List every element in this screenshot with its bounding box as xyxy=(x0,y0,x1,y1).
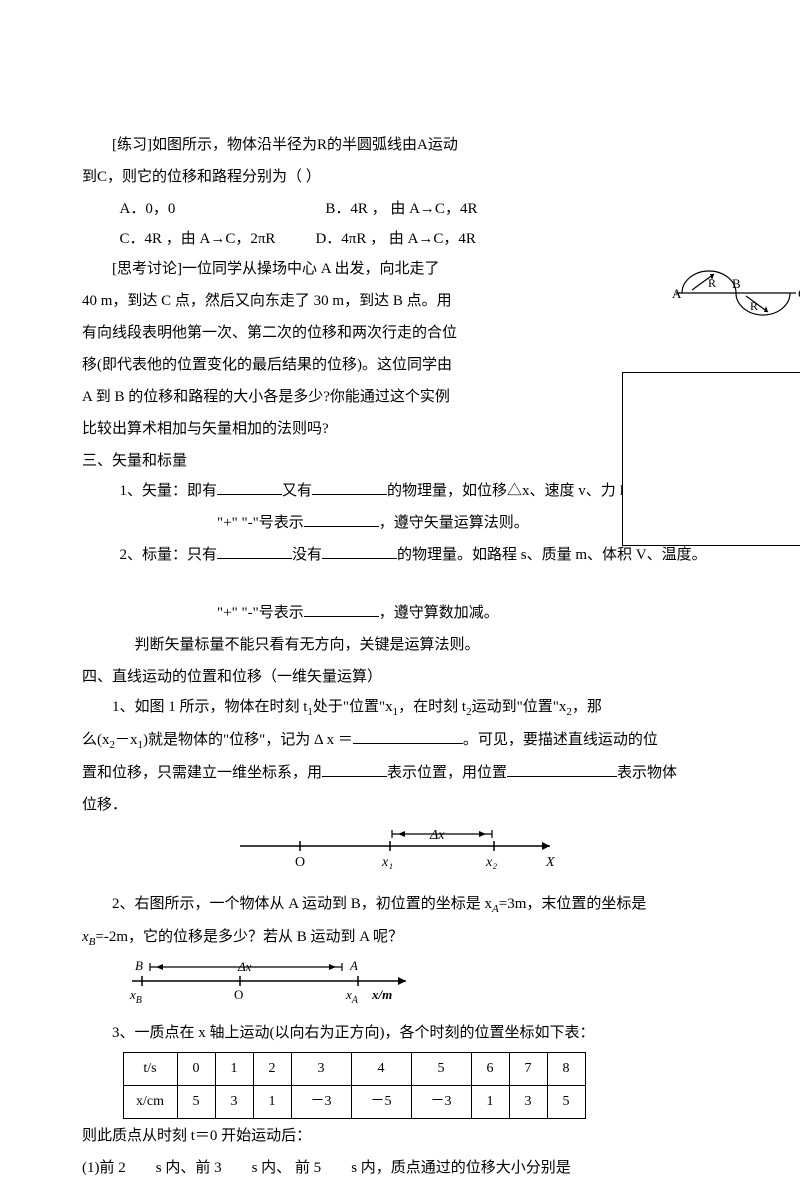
svg-text:X: X xyxy=(545,855,555,870)
s4-p1f: 表示物体 xyxy=(617,765,677,781)
svg-text:Δx: Δx xyxy=(237,959,252,974)
s4-p2b: =3m，末位置的坐标是 xyxy=(499,896,647,912)
s3-judge: 判断矢量标量不能只看有无方向，关键是运算法则。 xyxy=(82,630,718,660)
arc-label-a: A xyxy=(672,286,682,301)
s4-p1b: 么(x xyxy=(82,732,110,748)
s3-item1-a: 1、矢量：即有 xyxy=(120,483,218,499)
s3-item2-c: 的物理量。如路程 s、质量 m、体积 V、温度。 xyxy=(397,547,707,563)
table-cell: 5 xyxy=(177,1086,215,1119)
svg-text:A: A xyxy=(349,958,358,973)
after-l2c: s 内、 前 5 xyxy=(252,1160,322,1176)
arc-label-b: B xyxy=(732,276,741,291)
exercise1-line2: 到C，则它的位移和路程分别为（ ） xyxy=(82,162,718,192)
s3-item1-c: 的物理量，如位移△x、速度 v、力 F。 xyxy=(387,483,643,499)
table-cell: 6 xyxy=(471,1053,509,1086)
table-cell: 1 xyxy=(215,1053,253,1086)
opt-d: D．4πR ， 由 A→C，4R xyxy=(315,224,476,254)
svg-text:xB: xB xyxy=(129,987,142,1005)
s4-p1a4: 运动到"位置"x xyxy=(472,699,567,715)
table-cell: 5 xyxy=(411,1053,471,1086)
svg-text:Δx: Δx xyxy=(429,828,445,843)
s4-p3: 3、一质点在 x 轴上运动(以向右为正方向)，各个时刻的位置坐标如下表： xyxy=(82,1018,718,1048)
opt-b: B．4R ， 由 A→C，4R xyxy=(325,194,477,224)
section4-title: 四、直线运动的位置和位移（一维矢量运算） xyxy=(82,662,718,692)
s3-item2-d: "+" "-"号表示 xyxy=(217,605,304,621)
after-l2: (1)前 2 s 内、前 3 s 内、 前 5 s 内，质点通过的位移大小分别是 xyxy=(82,1153,718,1183)
s3-item1-e: ，遵守矢量运算法则。 xyxy=(379,515,529,531)
exercise1-options-row2: C．4R ，由 A→C，2πR D．4πR ， 由 A→C，4R xyxy=(82,224,718,254)
s3-item2-a: 2、标量：只有 xyxy=(120,547,218,563)
table-cell: 0 xyxy=(177,1053,215,1086)
s4-p1a2: 处于"位置"x xyxy=(313,699,393,715)
s4-p2a: 2、右图所示，一个物体从 A 运动到 B，初位置的坐标是 x xyxy=(112,896,492,912)
s3-item2-b: 没有 xyxy=(292,547,322,563)
s4-p1a3: ，在时刻 t xyxy=(398,699,466,715)
s4-p2c: x xyxy=(82,929,89,945)
s4-p2-line1: 2、右图所示，一个物体从 A 运动到 B，初位置的坐标是 xA=3m，末位置的坐… xyxy=(82,889,718,920)
table-cell: 5 xyxy=(547,1086,585,1119)
s4-p1-line2: 么(x2－x1)就是物体的"位移"，记为 Δ x ＝。可见，要描述直线运动的位 xyxy=(82,725,718,756)
s4-p1-line3: 置和位移，只需建立一维坐标系，用 表示位置，用位置 表示物体 xyxy=(82,758,718,788)
table-cell: 8 xyxy=(547,1053,585,1086)
arc-label-r2: R xyxy=(750,299,758,313)
s4-p1-line4: 位移． xyxy=(82,790,718,820)
after-l2d: s 内，质点通过的位移大小分别是 xyxy=(351,1160,571,1176)
arc-diagram: A B C R R xyxy=(672,268,800,318)
after-l2b: s 内、前 3 xyxy=(156,1160,222,1176)
s4-p1b2: －x xyxy=(115,732,138,748)
table-cell: －5 xyxy=(351,1086,411,1119)
s4-p1a5: ，那 xyxy=(572,699,602,715)
axis-diagram-1: O x₁ x₂ X Δx xyxy=(82,826,718,883)
svg-text:O: O xyxy=(295,855,305,870)
opt-a: A．0，0 xyxy=(120,194,176,224)
table-cell: 1 xyxy=(253,1086,291,1119)
discuss-l2: 40 m，到达 C 点，然后又向东走了 30 m，到达 B 点。用 xyxy=(82,286,522,316)
axis-diagram-2: B A O xB xA x/m Δx xyxy=(120,957,719,1016)
s4-p2c2: =-2m，它的位移是多少？若从 B 运动到 A 呢？ xyxy=(95,929,403,945)
opt-c: C．4R ，由 A→C，2πR xyxy=(120,224,276,254)
table-cell: 3 xyxy=(509,1086,547,1119)
after-l2a: (1)前 2 xyxy=(82,1160,126,1176)
s3-item1-d: "+" "-"号表示 xyxy=(217,515,304,531)
discuss-l6: 比较出算术相加与矢量相加的法则吗? xyxy=(82,414,522,444)
table-cell: －3 xyxy=(291,1086,351,1119)
discuss-l4: 移(即代表他的位置变化的最后结果的位移)。这位同学由 xyxy=(82,350,522,380)
table-cell: 7 xyxy=(509,1053,547,1086)
table-cell: 1 xyxy=(471,1086,509,1119)
svg-text:x₂: x₂ xyxy=(485,855,497,870)
table-cell: 3 xyxy=(291,1053,351,1086)
s4-p2-line2: xB=-2m，它的位移是多少？若从 B 运动到 A 呢？ xyxy=(82,922,718,953)
table-cell: 2 xyxy=(253,1053,291,1086)
svg-text:B: B xyxy=(135,958,143,973)
th-time: t/s xyxy=(123,1053,177,1086)
after-l1: 则此质点从时刻 t＝0 开始运动后： xyxy=(82,1121,718,1151)
svg-text:O: O xyxy=(234,987,243,1002)
arc-label-r1: R xyxy=(708,276,716,290)
svg-text:x₁: x₁ xyxy=(381,855,393,870)
discuss-l5: A 到 B 的位移和路程的大小各是多少?你能通过这个实例 xyxy=(82,382,522,412)
discuss-l3: 有向线段表明他第一次、第二次的位移和两次行走的合位 xyxy=(82,318,522,348)
s3-item2-e: ，遵守算数加减。 xyxy=(379,605,499,621)
s3-item2-note: "+" "-"号表示 ，遵守算数加减。 xyxy=(82,598,718,628)
s4-p1e: 表示位置，用位置 xyxy=(387,765,507,781)
th-pos: x/cm xyxy=(123,1086,177,1119)
position-table: t/s 0 1 2 3 4 5 6 7 8 x/cm 5 3 1 －3 －5 －… xyxy=(123,1052,586,1119)
s4-p1b3: )就是物体的"位移"，记为 Δ x ＝ xyxy=(143,732,353,748)
table-cell: 4 xyxy=(351,1053,411,1086)
table-cell: 3 xyxy=(215,1086,253,1119)
svg-text:xA: xA xyxy=(345,987,359,1005)
s3-item1-b: 又有 xyxy=(282,483,312,499)
s4-p1c: 。可见，要描述直线运动的位 xyxy=(463,732,658,748)
s4-p1a: 1、如图 1 所示，物体在时刻 t xyxy=(112,699,307,715)
exercise1-options-row1: A．0，0 B．4R ， 由 A→C，4R xyxy=(82,194,718,224)
answer-box xyxy=(622,372,800,546)
s4-p1d: 置和位移，只需建立一维坐标系，用 xyxy=(82,765,322,781)
discuss-l1: [思考讨论]一位同学从操场中心 A 出发，向北走了 xyxy=(82,254,522,284)
table-cell: －3 xyxy=(411,1086,471,1119)
s4-p1-line1: 1、如图 1 所示，物体在时刻 t1处于"位置"x1，在时刻 t2运动到"位置"… xyxy=(82,692,718,723)
svg-text:x/m: x/m xyxy=(371,987,392,1002)
exercise1-line1: [练习]如图所示，物体沿半径为R的半圆弧线由A运动 xyxy=(82,130,718,160)
